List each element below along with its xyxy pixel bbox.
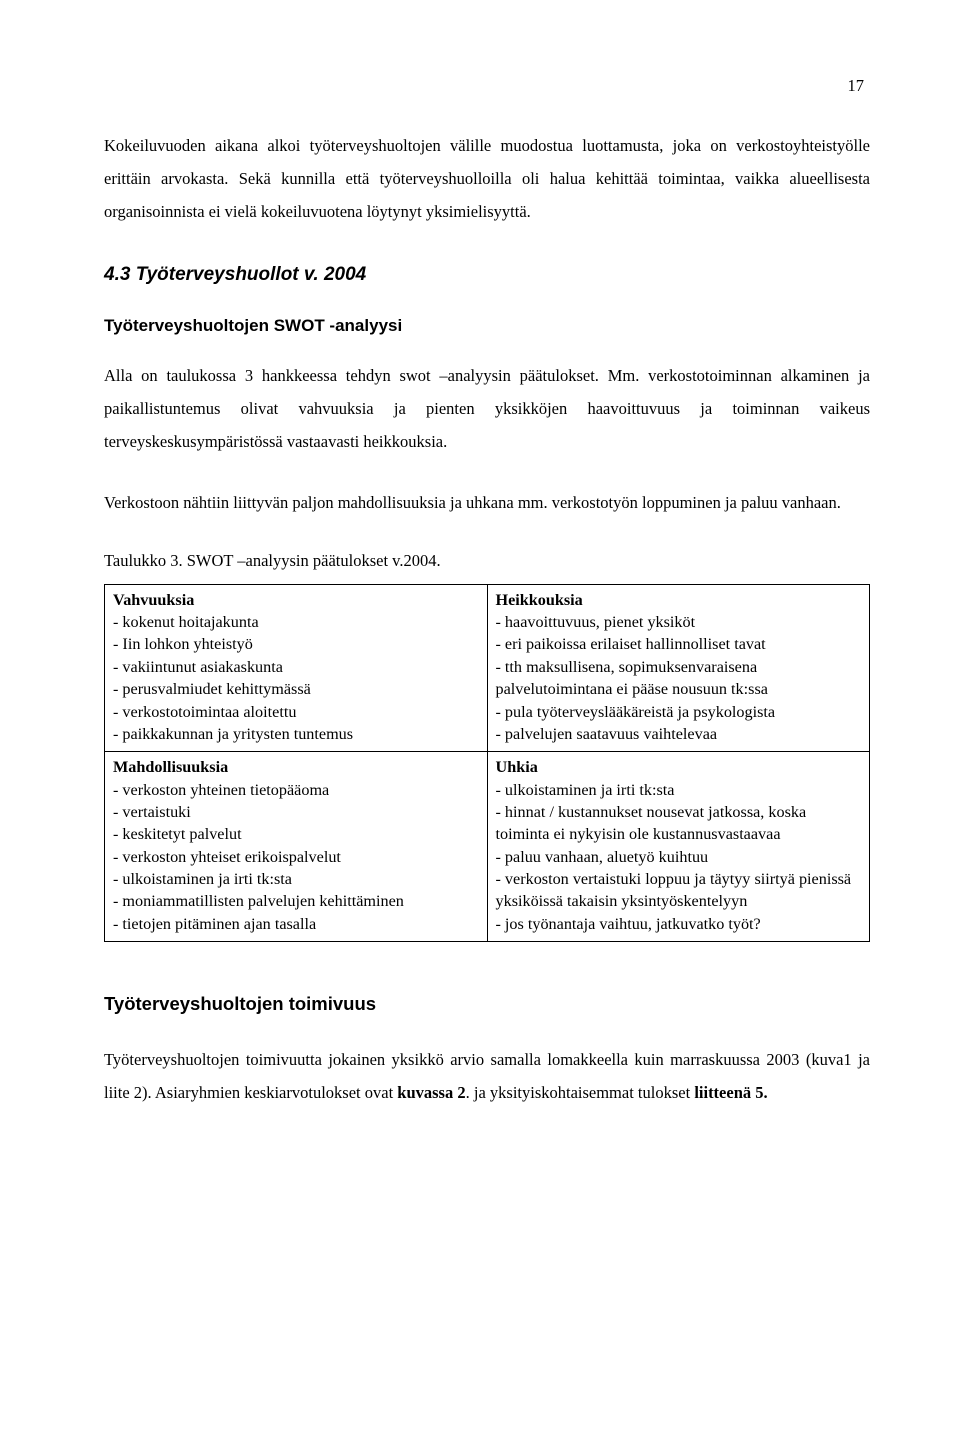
weaknesses-cell: Heikkouksia - haavoittuvuus, pienet yksi… (487, 584, 870, 752)
intro-paragraph: Kokeiluvuoden aikana alkoi työterveyshuo… (104, 129, 870, 228)
weaknesses-item: - pula työterveyslääkäreistä ja psykolog… (496, 703, 776, 721)
opportunities-item: - moniammatillisten palvelujen kehittämi… (113, 892, 404, 910)
opportunities-item: - tietojen pitäminen ajan tasalla (113, 915, 316, 933)
threats-cell: Uhkia - ulkoistaminen ja irti tk:sta - h… (487, 752, 870, 942)
weaknesses-item: - eri paikoissa erilaiset hallinnolliset… (496, 635, 766, 653)
weaknesses-item: - palvelujen saatavuus vaihtelevaa (496, 725, 718, 743)
opportunities-cell: Mahdollisuuksia - verkoston yhteinen tie… (105, 752, 488, 942)
strengths-cell: Vahvuuksia - kokenut hoitajakunta - Iin … (105, 584, 488, 752)
weaknesses-item: - haavoittuvuus, pienet yksiköt (496, 613, 696, 631)
opportunities-item: - keskitetyt palvelut (113, 825, 242, 843)
strengths-item: - perusvalmiudet kehittymässä (113, 680, 311, 698)
section-heading: 4.3 Työterveyshuollot v. 2004 (104, 258, 870, 291)
weaknesses-title: Heikkouksia (496, 589, 862, 611)
swot-table: Vahvuuksia - kokenut hoitajakunta - Iin … (104, 584, 870, 942)
threats-item: - hinnat / kustannukset nousevat jatkoss… (496, 803, 807, 843)
footer-bold-1: kuvassa 2 (397, 1083, 465, 1102)
threats-title: Uhkia (496, 756, 862, 778)
opportunities-item: - verkoston yhteinen tietopääoma (113, 781, 329, 799)
threats-item: - jos työnantaja vaihtuu, jatkuvatko työ… (496, 915, 761, 933)
strengths-item: - Iin lohkon yhteistyö (113, 635, 253, 653)
footer-heading: Työterveyshuoltojen toimivuus (104, 988, 870, 1020)
threats-item: - paluu vanhaan, aluetyö kuihtuu (496, 848, 709, 866)
footer-paragraph: Työterveyshuoltojen toimivuutta jokainen… (104, 1043, 870, 1109)
strengths-item: - verkostotoimintaa aloitettu (113, 703, 296, 721)
opportunities-item: - vertaistuki (113, 803, 191, 821)
page-number: 17 (104, 72, 870, 101)
strengths-item: - paikkakunnan ja yritysten tuntemus (113, 725, 353, 743)
opportunities-title: Mahdollisuuksia (113, 756, 479, 778)
footer-text-mid: . ja yksityiskohtaisemmat tulokset (466, 1083, 695, 1102)
strengths-title: Vahvuuksia (113, 589, 479, 611)
opportunities-item: - verkoston yhteiset erikoispalvelut (113, 848, 341, 866)
footer-bold-2: liitteenä 5. (694, 1083, 767, 1102)
strengths-item: - kokenut hoitajakunta (113, 613, 259, 631)
threats-item: - verkoston vertaistuki loppuu ja täytyy… (496, 870, 852, 910)
table-caption: Taulukko 3. SWOT –analyysin päätulokset … (104, 547, 870, 576)
swot-description-2: Verkostoon nähtiin liittyvän paljon mahd… (104, 486, 870, 519)
opportunities-item: - ulkoistaminen ja irti tk:sta (113, 870, 292, 888)
swot-subheading: Työterveyshuoltojen SWOT -analyysi (104, 311, 870, 341)
weaknesses-item: - tth maksullisena, sopimuksenvaraisena … (496, 658, 768, 698)
threats-item: - ulkoistaminen ja irti tk:sta (496, 781, 675, 799)
strengths-item: - vakiintunut asiakaskunta (113, 658, 283, 676)
swot-description-1: Alla on taulukossa 3 hankkeessa tehdyn s… (104, 359, 870, 458)
